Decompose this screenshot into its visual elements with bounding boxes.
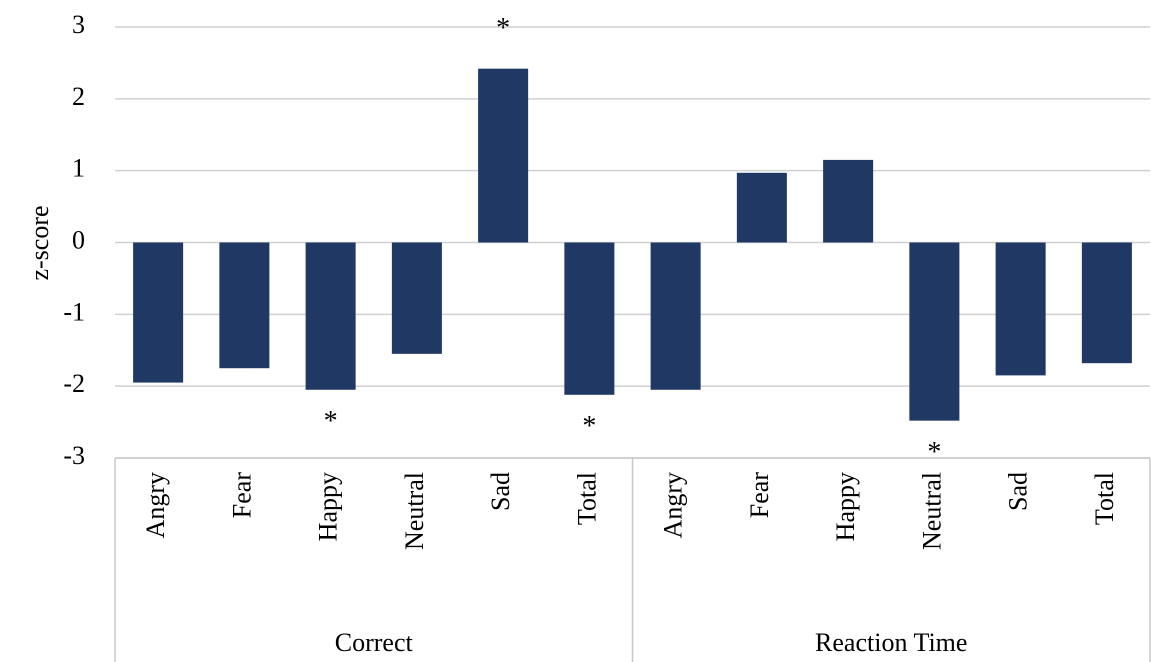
bar: [133, 242, 184, 383]
bar: [478, 68, 529, 243]
bar: [995, 242, 1046, 376]
y-tick-label: 3: [72, 10, 85, 39]
y-tick-label: -1: [63, 297, 85, 326]
y-tick-label: -3: [63, 441, 85, 470]
x-tick-label: Fear: [745, 472, 774, 519]
bar: [823, 159, 874, 243]
bar: [736, 172, 787, 243]
x-tick-label: Total: [1090, 472, 1119, 525]
x-tick-label: Fear: [227, 472, 256, 519]
y-tick-label: -2: [63, 369, 85, 398]
x-tick-label: Happy: [831, 472, 860, 541]
x-tick-label: Angry: [659, 472, 688, 538]
x-tick-label: Neutral: [400, 472, 429, 550]
y-tick-label: 1: [72, 154, 85, 183]
significance-marker: *: [324, 406, 338, 437]
x-tick-label: Happy: [314, 472, 343, 541]
bar: [305, 242, 356, 390]
bar: [1081, 242, 1132, 364]
x-tick-label: Sad: [486, 472, 515, 511]
x-tick-label: Sad: [1004, 472, 1033, 511]
y-tick-label: 0: [72, 225, 85, 254]
significance-marker: *: [582, 411, 596, 442]
bar: [219, 242, 270, 369]
group-label: Correct: [335, 628, 414, 657]
bar: [564, 242, 615, 395]
y-axis-label: z-score: [25, 205, 54, 280]
x-tick-label: Neutral: [917, 472, 946, 550]
x-tick-label: Total: [572, 472, 601, 525]
y-tick-label: 2: [72, 82, 85, 111]
bar: [909, 242, 960, 421]
x-tick-label: Angry: [141, 472, 170, 538]
significance-marker: *: [496, 13, 510, 44]
significance-marker: *: [927, 437, 941, 468]
bar: [391, 242, 442, 354]
group-label: Reaction Time: [815, 628, 967, 657]
bar: [650, 242, 701, 390]
